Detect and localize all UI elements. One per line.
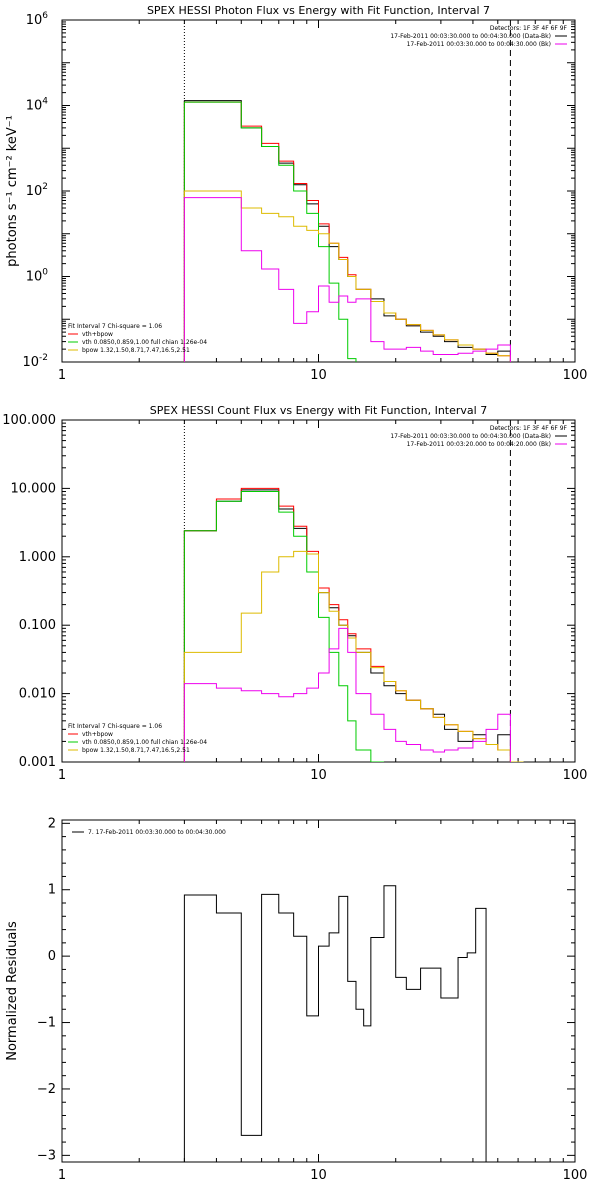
- y-tick-label: 0.010: [19, 687, 56, 702]
- legend-header: Detectors: 1F 3F 4F 6F 9F: [490, 25, 568, 32]
- series-bpow: [183, 190, 511, 362]
- series-bk: [183, 197, 511, 362]
- legend-entry: 7. 17-Feb-2011 00:03:30.000 to 00:04:30.…: [88, 829, 226, 836]
- series-group: [183, 885, 498, 1162]
- x-tick-label: 10: [310, 368, 327, 383]
- legend-entry: vth 0.0850,0.859,1.00 full chian 1.26e-0…: [82, 739, 207, 746]
- y-tick-label: 104: [26, 97, 49, 114]
- y-tick-label: 10-2: [22, 353, 48, 370]
- x-tick-label: 100: [563, 368, 588, 383]
- y-axis-label: Normalized Residuals: [5, 921, 20, 1061]
- x-tick-label: 10: [310, 768, 327, 783]
- x-axis: 1 10 100: [58, 820, 588, 1183]
- series-group: [183, 100, 511, 362]
- y-axis: 0.001 0.010 0.100 1.000 10.000 100.000: [2, 413, 575, 770]
- y-tick-label: 1: [48, 883, 56, 898]
- y-tick-label: 2: [48, 816, 56, 831]
- y-tick-label: 10.000: [11, 481, 57, 496]
- legend-entry: 17-Feb-2011 00:03:20.000 to 00:04:20.000…: [407, 441, 551, 448]
- y-tick-label: −3: [37, 1148, 56, 1163]
- x-tick-label: 100: [563, 768, 588, 783]
- legend-header: Fit Interval 7 Chi-square = 1.06: [68, 323, 162, 330]
- legend-header: Fit Interval 7 Chi-square = 1.06: [68, 723, 162, 730]
- x-axis: 1 10 100: [58, 20, 588, 383]
- legend-entry: 17-Feb-2011 00:03:30.000 to 00:04:30.000…: [390, 33, 551, 40]
- x-tick-label: 1: [58, 768, 66, 783]
- legend-bottom: Fit Interval 7 Chi-square = 1.06vth+bpow…: [68, 723, 207, 754]
- legend-entry: vth+bpow: [82, 731, 113, 738]
- series-group: [183, 487, 524, 762]
- y-tick-label: 0: [48, 949, 56, 964]
- residuals-chart: 1 10 100 −3 −2 −1 0 1 2 Normalized Residuals 7. 17…: [5, 816, 587, 1183]
- y-axis: −3 −2 −1 0 1 2: [37, 816, 575, 1163]
- x-tick-label: 10: [310, 1168, 327, 1183]
- legend-bottom: Fit Interval 7 Chi-square = 1.06vth+bpow…: [68, 323, 207, 354]
- y-tick-label: 102: [26, 182, 48, 199]
- x-tick-label: 100: [563, 1168, 588, 1183]
- y-tick-label: 0.100: [19, 618, 56, 633]
- series-resid: [183, 885, 498, 1162]
- series-bk: [183, 627, 511, 762]
- y-tick-label: 106: [26, 11, 49, 28]
- series-vth: [183, 101, 357, 362]
- y-axis: 10-2 100 102 104 106: [22, 11, 575, 370]
- legend-header: Detectors: 1F 3F 4F 6F 9F: [490, 425, 568, 432]
- legend-top: 7. 17-Feb-2011 00:03:30.000 to 00:04:30.…: [72, 829, 226, 836]
- chart-title: SPEX HESSI Count Flux vs Energy with Fit…: [150, 404, 487, 417]
- y-tick-label: 100.000: [2, 413, 56, 428]
- legend-entry: bpow 1.32,1.50,8.71,7.47,16.5,2.51: [82, 347, 190, 354]
- x-tick-label: 1: [58, 1168, 66, 1183]
- x-tick-label: 1: [58, 368, 66, 383]
- legend-entry: 17-Feb-2011 00:03:30.000 to 00:04:30.000…: [390, 433, 551, 440]
- y-tick-label: 1.000: [19, 550, 56, 565]
- y-tick-label: 100: [26, 268, 49, 285]
- legend-entry: bpow 1.32,1.50,8.71,7.47,16.5,2.51: [82, 747, 190, 754]
- chart-title: SPEX HESSI Photon Flux vs Energy with Fi…: [147, 4, 490, 17]
- count-flux-chart: SPEX HESSI Count Flux vs Energy with Fit…: [2, 404, 587, 783]
- legend-entry: vth+bpow: [82, 331, 113, 338]
- y-tick-label: −2: [37, 1082, 56, 1097]
- series-vth: [183, 491, 384, 762]
- legend-entry: vth 0.0850,0.859,1.00 full chian 1.26e-0…: [82, 339, 207, 346]
- legend-entry: 17-Feb-2011 00:03:30.000 to 00:04:30.000…: [407, 41, 551, 48]
- y-tick-label: −1: [37, 1016, 56, 1031]
- photon-flux-chart: SPEX HESSI Photon Flux vs Energy with Fi…: [5, 4, 587, 383]
- y-axis-label: photons s⁻¹ cm⁻² keV⁻¹: [5, 115, 20, 267]
- series-bpow: [183, 550, 524, 762]
- y-tick-label: 0.001: [19, 755, 56, 770]
